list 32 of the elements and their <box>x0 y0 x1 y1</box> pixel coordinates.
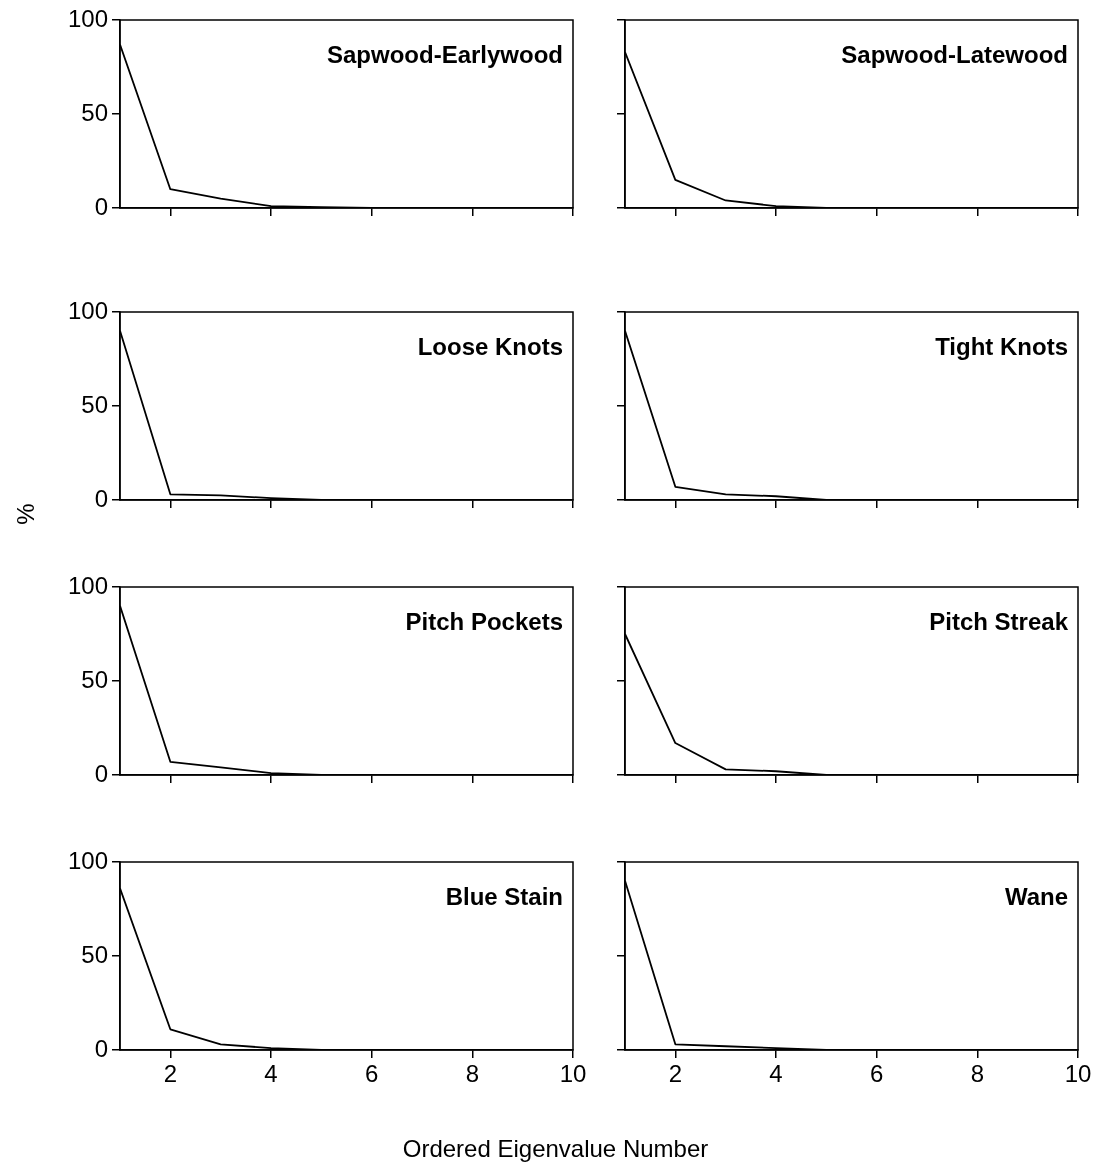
x-tick-label: 4 <box>264 1060 278 1088</box>
y-tick-label: 0 <box>94 1034 108 1062</box>
x-tick-label: 8 <box>465 1060 480 1088</box>
x-tick-label: 10 <box>559 1060 587 1088</box>
text: Loose Knots <box>417 332 563 360</box>
text: Pitch Pockets <box>405 607 563 635</box>
y-tick-label: 50 <box>81 940 108 968</box>
text: Sapwood-Latewood <box>841 40 1068 68</box>
x-tick-label: 4 <box>769 1060 783 1088</box>
y-tick-label: 0 <box>94 484 108 512</box>
y-tick-label: 100 <box>67 4 108 32</box>
text: Tight Knots <box>935 332 1068 360</box>
y-tick-label: 50 <box>81 98 108 126</box>
y-tick-label: 0 <box>94 192 108 220</box>
x-tick-label: 10 <box>1064 1060 1092 1088</box>
y-tick-label: 100 <box>67 571 108 599</box>
x-tick-label: 6 <box>364 1060 379 1088</box>
y-tick-label: 100 <box>67 296 108 324</box>
text: Blue Stain <box>445 882 563 910</box>
y-tick-label: 100 <box>67 846 108 874</box>
y-tick-label: 0 <box>94 759 108 787</box>
x-tick-label: 2 <box>163 1060 178 1088</box>
x-axis-title: Ordered Eigenvalue Number <box>401 1135 710 1163</box>
x-tick-label: 8 <box>970 1060 985 1088</box>
y-axis-title: % <box>11 503 40 525</box>
text: Pitch Streak <box>929 607 1069 635</box>
x-tick-label: 6 <box>869 1060 884 1088</box>
text: Wane <box>1004 882 1068 910</box>
x-tick-label: 2 <box>668 1060 683 1088</box>
y-tick-label: 50 <box>81 665 108 693</box>
text: Sapwood-Earlywood <box>326 40 563 68</box>
y-tick-label: 50 <box>81 390 108 418</box>
